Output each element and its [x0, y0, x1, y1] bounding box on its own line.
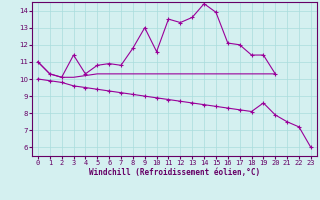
X-axis label: Windchill (Refroidissement éolien,°C): Windchill (Refroidissement éolien,°C): [89, 168, 260, 177]
